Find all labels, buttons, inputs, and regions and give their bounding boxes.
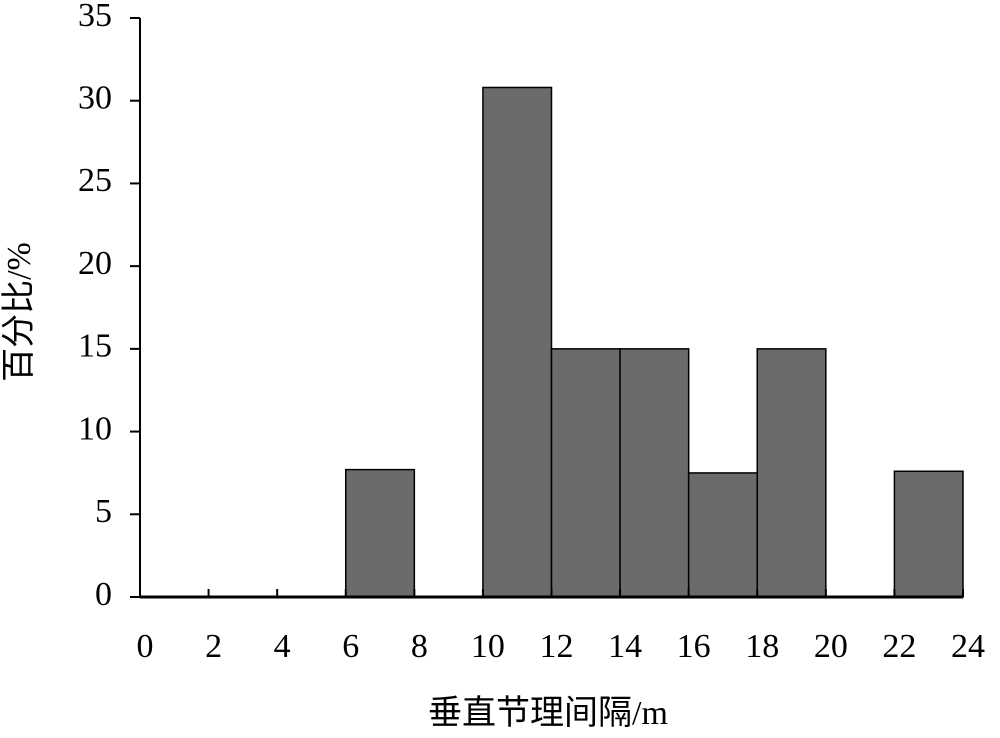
- x-tick-label: 0: [137, 628, 154, 665]
- y-tick-label: 25: [78, 162, 112, 199]
- y-tick-label: 0: [95, 576, 112, 613]
- x-tick-label: 18: [745, 628, 779, 665]
- y-axis-label: 百分比/%: [1, 242, 38, 382]
- x-tick-label: 16: [677, 628, 711, 665]
- y-tick-label: 20: [78, 245, 112, 282]
- bar: [756, 348, 827, 598]
- y-tick-label: 35: [78, 0, 112, 34]
- x-tick-label: 14: [608, 628, 642, 665]
- y-tick-label: 5: [95, 493, 112, 530]
- bar: [345, 468, 416, 598]
- x-tick-label: 6: [342, 628, 359, 665]
- x-tick-label: 22: [882, 628, 916, 665]
- x-tick-label: 4: [274, 628, 291, 665]
- x-tick-label: 2: [205, 628, 222, 665]
- x-tick-label: 12: [540, 628, 574, 665]
- y-tick-label: 10: [78, 410, 112, 447]
- x-tick-label: 24: [951, 628, 985, 665]
- x-tick-label: 8: [411, 628, 428, 665]
- y-tick-label: 30: [78, 80, 112, 117]
- y-tick-label: 15: [78, 328, 112, 365]
- x-tick-label: 20: [814, 628, 848, 665]
- bar: [687, 472, 759, 598]
- x-axis-label: 垂直节理间隔/m: [428, 694, 668, 732]
- bar: [619, 348, 690, 598]
- x-tick-label: 10: [471, 628, 505, 665]
- bar: [550, 348, 621, 598]
- bar: [482, 86, 553, 598]
- bar: [893, 470, 964, 598]
